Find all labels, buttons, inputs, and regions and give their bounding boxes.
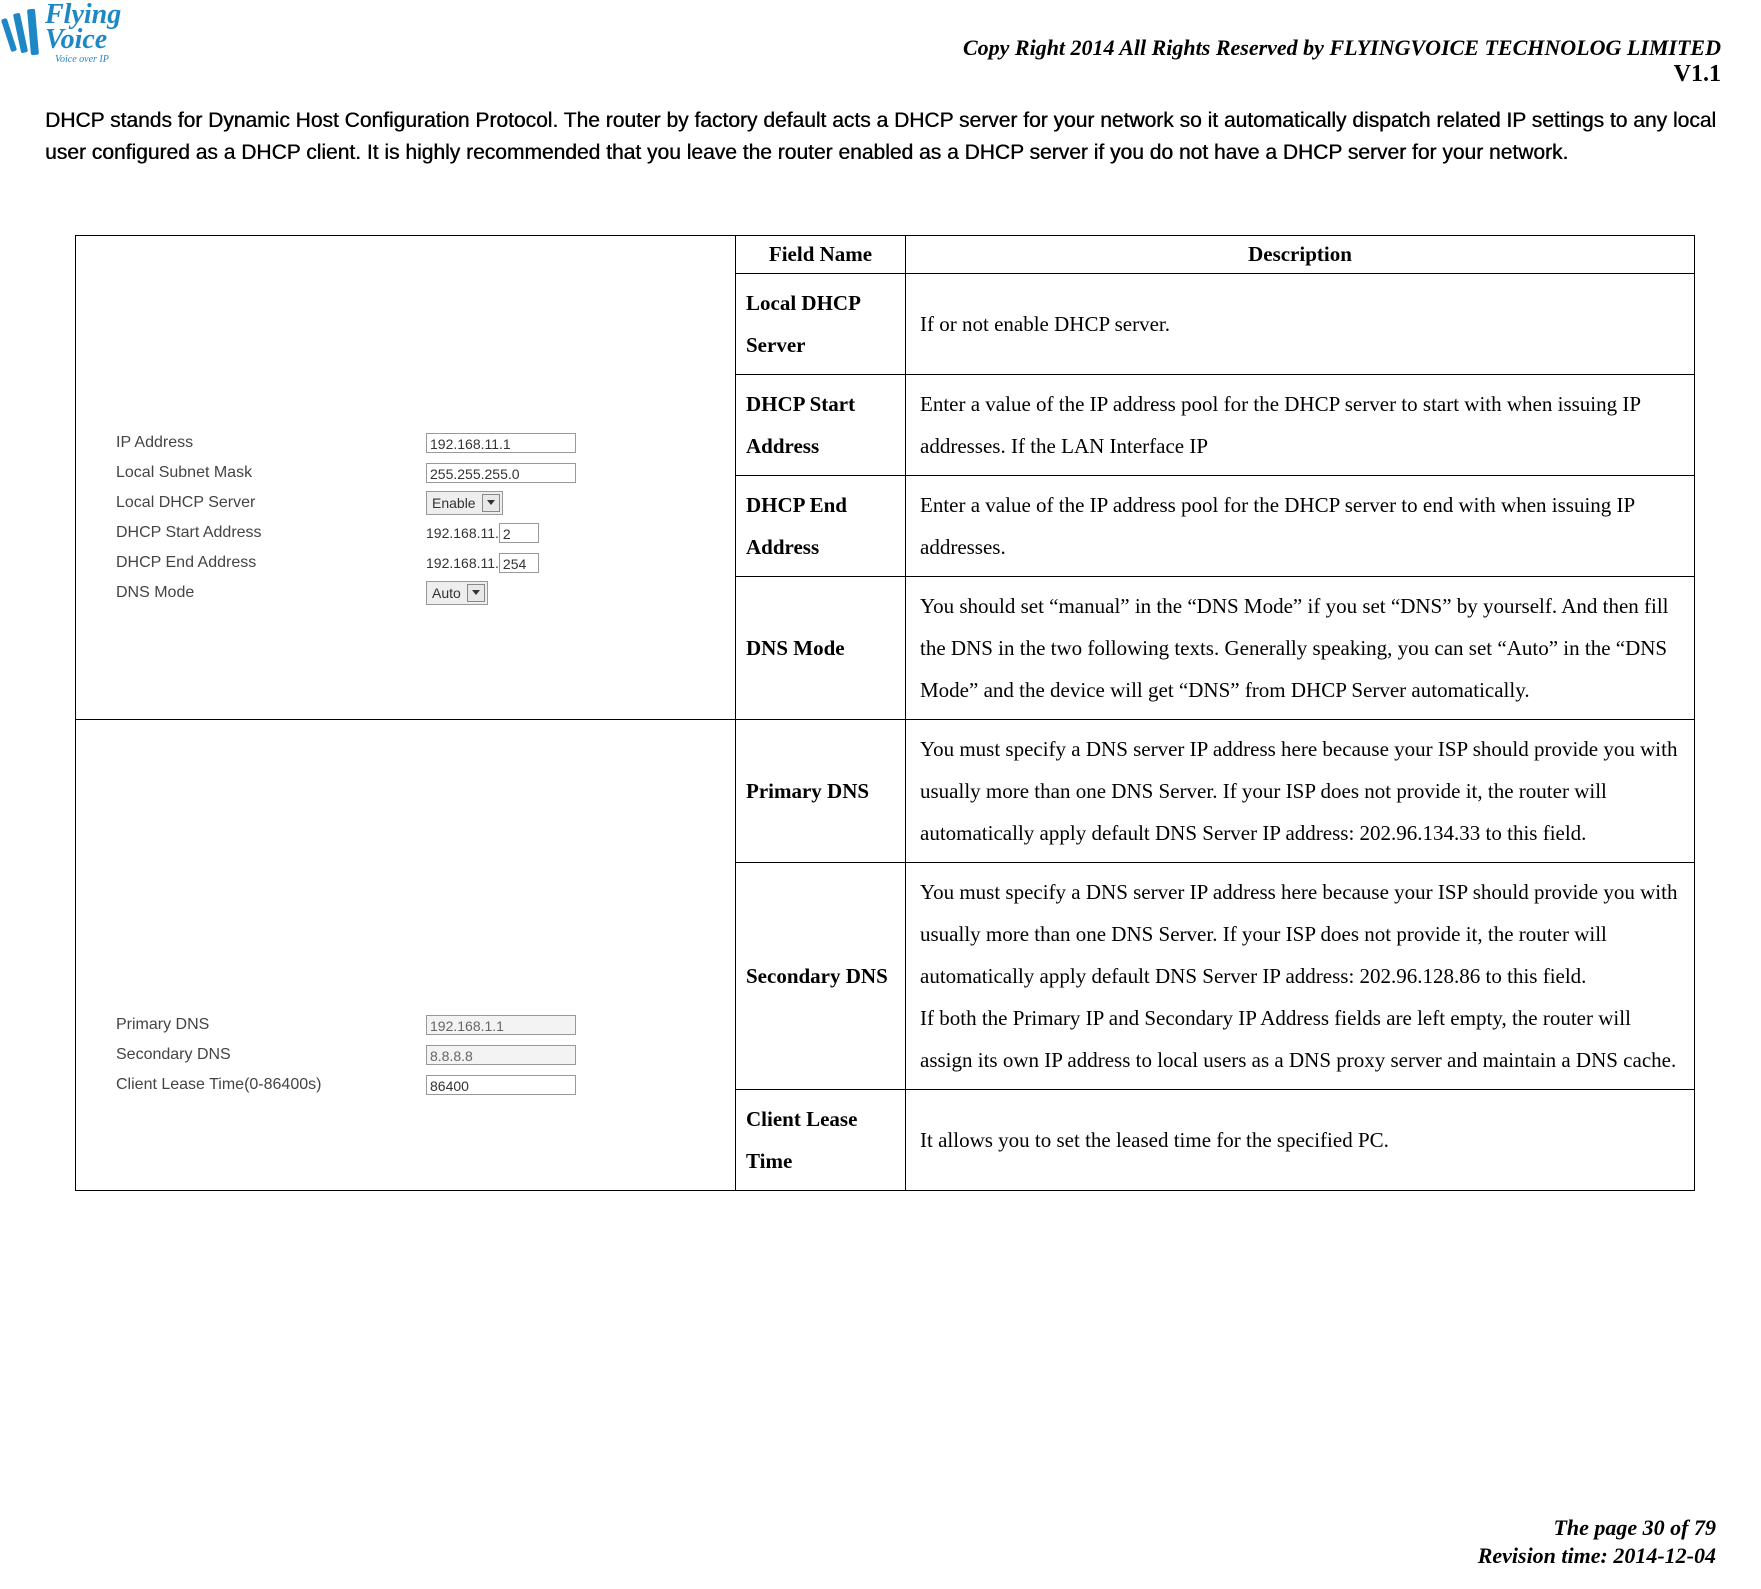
chevron-down-icon [482, 494, 500, 512]
shot-row-primary: Primary DNS 192.168.1.1 [116, 1010, 735, 1040]
shot-row-end: DHCP End Address 192.168.11. 254 [116, 548, 735, 578]
select-dns[interactable]: Auto [426, 581, 488, 605]
footer-revision: Revision time: 2014-12-04 [1478, 1542, 1716, 1570]
shot-row-lease: Client Lease Time(0-86400s) 86400 [116, 1070, 735, 1100]
label-mask: Local Subnet Mask [116, 464, 426, 482]
chevron-down-icon [467, 584, 485, 602]
input-primary[interactable]: 192.168.1.1 [426, 1015, 576, 1035]
cell-desc: If or not enable DHCP server. [906, 274, 1695, 375]
end-prefix: 192.168.11. [426, 555, 499, 571]
page: Flying Voice Voice over IP Copy Right 20… [0, 0, 1761, 1589]
shot-row-dhcp: Local DHCP Server Enable [116, 488, 735, 518]
start-prefix: 192.168.11. [426, 525, 499, 541]
logo-text: Flying Voice [45, 2, 121, 52]
footer-page: The page 30 of 79 [1478, 1514, 1716, 1542]
th-description: Description [906, 236, 1695, 274]
label-secondary: Secondary DNS [116, 1046, 426, 1064]
label-ip: IP Address [116, 434, 426, 452]
cell-desc: Enter a value of the IP address pool for… [906, 476, 1695, 577]
input-end[interactable]: 254 [499, 553, 539, 573]
screenshot-cell-2: Primary DNS 192.168.1.1 Secondary DNS 8.… [76, 720, 736, 1191]
cell-name: Secondary DNS [736, 863, 906, 1090]
cell-desc: Enter a value of the IP address pool for… [906, 375, 1695, 476]
cell-name: DHCP End Address [736, 476, 906, 577]
cell-name: DHCP Start Address [736, 375, 906, 476]
label-primary: Primary DNS [116, 1016, 426, 1034]
logo-line2: Voice [45, 24, 107, 55]
select-dhcp-value: Enable [432, 495, 476, 511]
cell-desc: You must specify a DNS server IP address… [906, 863, 1695, 1090]
cell-name: Primary DNS [736, 720, 906, 863]
intro-paragraph: DHCP stands for Dynamic Host Configurati… [45, 105, 1761, 168]
cell-name: Local DHCP Server [736, 274, 906, 375]
input-lease[interactable]: 86400 [426, 1075, 576, 1095]
cell-name: DNS Mode [736, 577, 906, 720]
footer: The page 30 of 79 Revision time: 2014-12… [1478, 1514, 1716, 1569]
version-text: V1.1 [963, 61, 1721, 88]
field-desc-table: IP Address 192.168.11.1 Local Subnet Mas… [75, 235, 1695, 1191]
cell-name: Client Lease Time [736, 1090, 906, 1191]
table-wrapper: IP Address 192.168.11.1 Local Subnet Mas… [75, 235, 1695, 1191]
cell-desc: It allows you to set the leased time for… [906, 1090, 1695, 1191]
shot-row-mask: Local Subnet Mask 255.255.255.0 [116, 458, 735, 488]
select-dhcp[interactable]: Enable [426, 491, 503, 515]
shot-row-ip: IP Address 192.168.11.1 [116, 428, 735, 458]
input-start[interactable]: 2 [499, 523, 539, 543]
logo-subtitle: Voice over IP [55, 54, 109, 65]
input-ip[interactable]: 192.168.11.1 [426, 433, 576, 453]
logo: Flying Voice Voice over IP [0, 0, 130, 70]
input-mask[interactable]: 255.255.255.0 [426, 463, 576, 483]
shot-row-secondary: Secondary DNS 8.8.8.8 [116, 1040, 735, 1070]
table-row: Primary DNS 192.168.1.1 Secondary DNS 8.… [76, 720, 1695, 863]
select-dns-value: Auto [432, 585, 461, 601]
copyright-text: Copy Right 2014 All Rights Reserved by F… [963, 35, 1721, 61]
label-dhcp: Local DHCP Server [116, 494, 426, 512]
label-dns: DNS Mode [116, 584, 426, 602]
cell-desc: You should set “manual” in the “DNS Mode… [906, 577, 1695, 720]
shot-row-start: DHCP Start Address 192.168.11. 2 [116, 518, 735, 548]
screenshot-1: IP Address 192.168.11.1 Local Subnet Mas… [76, 348, 735, 608]
label-lease: Client Lease Time(0-86400s) [116, 1076, 426, 1094]
label-start: DHCP Start Address [116, 524, 426, 542]
screenshot-cell-1: IP Address 192.168.11.1 Local Subnet Mas… [76, 236, 736, 720]
th-field-name: Field Name [736, 236, 906, 274]
label-end: DHCP End Address [116, 554, 426, 572]
shot-row-dns: DNS Mode Auto [116, 578, 735, 608]
input-secondary[interactable]: 8.8.8.8 [426, 1045, 576, 1065]
header-right: Copy Right 2014 All Rights Reserved by F… [963, 35, 1721, 88]
cell-desc: You must specify a DNS server IP address… [906, 720, 1695, 863]
screenshot-2: Primary DNS 192.168.1.1 Secondary DNS 8.… [76, 810, 735, 1100]
